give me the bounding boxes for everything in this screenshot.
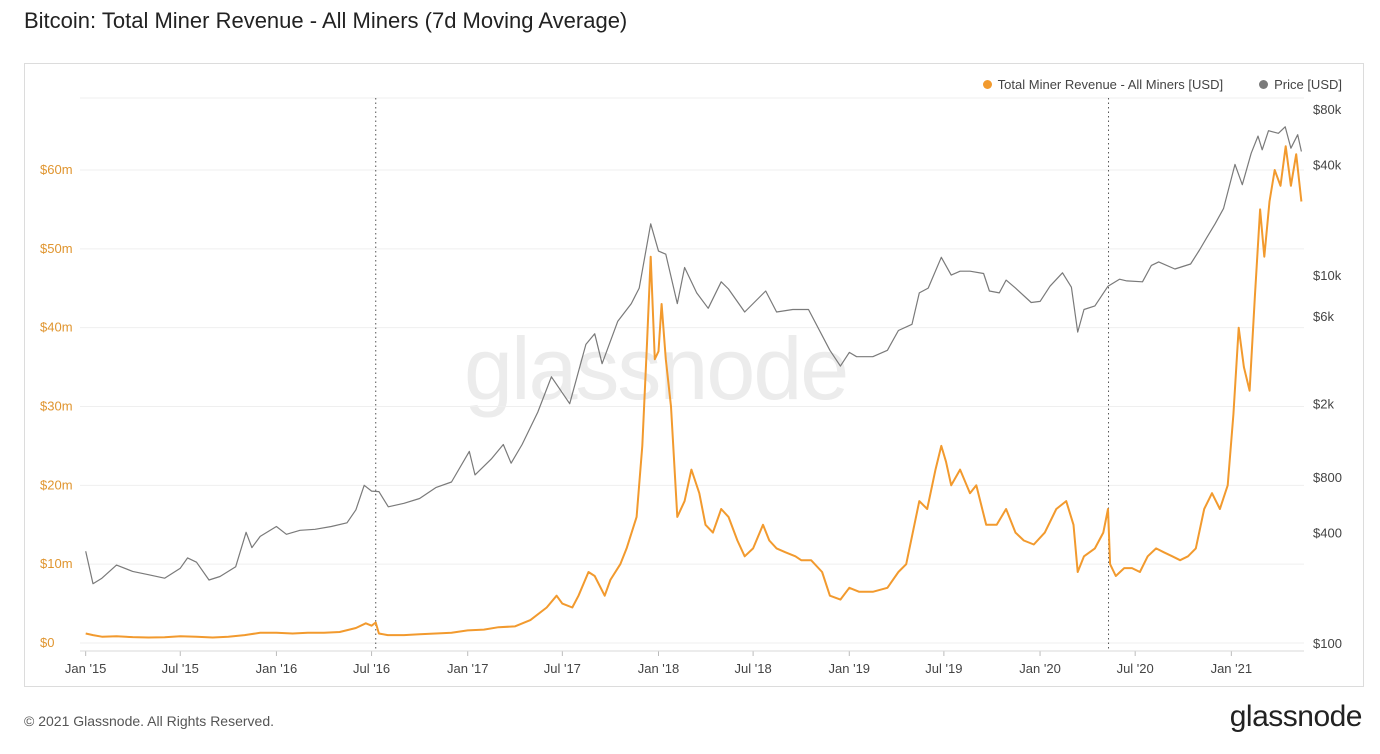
legend-label-revenue: Total Miner Revenue - All Miners [USD] <box>997 77 1224 92</box>
y-right-tick-label: $2k <box>1313 397 1334 412</box>
x-tick-label: Jan '20 <box>1019 661 1061 676</box>
y-left-tick-label: $60m <box>40 162 73 177</box>
page-title: Bitcoin: Total Miner Revenue - All Miner… <box>24 8 628 33</box>
x-tick-label: Jul '15 <box>162 661 199 676</box>
footer-logo: glassnode <box>1229 700 1363 733</box>
x-tick-label: Jul '19 <box>925 661 962 676</box>
footer-copyright: © 2021 Glassnode. All Rights Reserved. <box>24 713 275 729</box>
y-left-tick-label: $20m <box>40 477 73 492</box>
y-right-tick-label: $400 <box>1313 525 1342 540</box>
chart-panel <box>24 63 1364 687</box>
x-tick-label: Jan '21 <box>1211 661 1253 676</box>
x-tick-label: Jan '17 <box>447 661 489 676</box>
y-left-tick-label: $30m <box>40 399 73 414</box>
y-right-tick-label: $80k <box>1313 102 1342 117</box>
x-tick-label: Jul '20 <box>1117 661 1154 676</box>
legend-dot-price <box>1259 80 1269 89</box>
series-line-revenue <box>85 145 1303 639</box>
x-tick-label: Jan '19 <box>829 661 871 676</box>
x-tick-label: Jul '16 <box>353 661 390 676</box>
watermark-text: glassnode <box>464 319 849 418</box>
x-tick-label: Jul '17 <box>544 661 581 676</box>
y-left-tick-label: $10m <box>40 556 73 571</box>
series-line-price <box>85 126 1302 585</box>
legend-label-price: Price [USD] <box>1274 77 1342 92</box>
y-right-tick-label: $6k <box>1313 309 1334 324</box>
legend-dot-revenue <box>982 80 992 89</box>
x-tick-label: Jul '18 <box>735 661 772 676</box>
x-tick-label: Jan '18 <box>638 661 680 676</box>
x-tick-label: Jan '15 <box>65 661 107 676</box>
legend-item-revenue[interactable]: Total Miner Revenue - All Miners [USD] <box>982 77 1224 92</box>
x-tick-label: Jan '16 <box>256 661 298 676</box>
y-left-tick-label: $40m <box>40 320 73 335</box>
y-left-tick-label: $0 <box>40 635 54 650</box>
chart-legend: Total Miner Revenue - All Miners [USD] P… <box>982 77 1342 92</box>
y-right-tick-label: $40k <box>1313 157 1342 172</box>
legend-item-price[interactable]: Price [USD] <box>1259 77 1342 92</box>
y-right-tick-label: $800 <box>1313 470 1342 485</box>
y-left-tick-label: $50m <box>40 241 73 256</box>
y-right-tick-label: $100 <box>1313 636 1342 651</box>
y-right-tick-label: $10k <box>1313 268 1342 283</box>
